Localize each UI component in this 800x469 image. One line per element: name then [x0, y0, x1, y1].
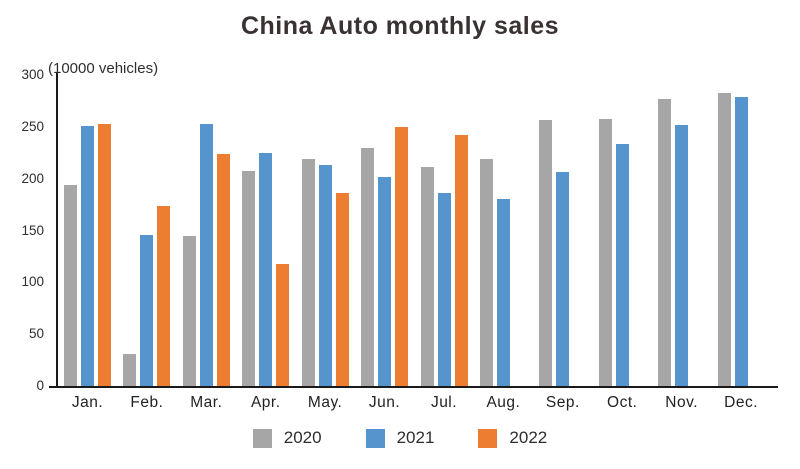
bar-2022-jul [454, 135, 468, 386]
bar-2020-jun [361, 147, 375, 386]
bar-2022-jan [98, 123, 111, 386]
y-axis-unit-label: (10000 vehicles) [48, 60, 159, 77]
bar-2021-dec [734, 96, 748, 386]
y-tick-150: 150 [21, 222, 44, 238]
x-tick-dec: Dec. [724, 394, 759, 411]
legend-label-2022: 2022 [509, 428, 548, 447]
plot-area [49, 73, 778, 388]
bar-2020-jul [420, 167, 434, 386]
bar-2020-apr [242, 171, 256, 386]
y-tick-200: 200 [21, 170, 44, 186]
bar-2022-apr [276, 263, 290, 386]
x-tick-sep: Sep. [545, 394, 580, 411]
y-tick-50: 50 [28, 326, 44, 342]
bar-2022-feb [157, 205, 171, 386]
y-tick-300: 300 [21, 67, 44, 82]
bar-2021-jan [81, 125, 94, 386]
x-tick-may: May. [307, 394, 343, 411]
x-tick-feb: Feb. [130, 394, 164, 411]
legend-item-2021: 2021 [365, 428, 435, 448]
x-tick-jul: Jul. [430, 394, 458, 411]
bar-2021-sep [556, 172, 570, 386]
legend-item-2022: 2022 [478, 428, 547, 448]
bar-2022-jun [395, 126, 409, 386]
bar-2021-nov [675, 124, 689, 386]
legend-label-2021: 2021 [396, 428, 435, 447]
bar-2021-feb [140, 234, 154, 386]
x-tick-mar: Mar. [190, 394, 223, 411]
bar-2021-jul [437, 193, 451, 386]
bar-2020-aug [479, 158, 493, 386]
bar-2020-sep [539, 119, 553, 386]
y-tick-250: 250 [21, 118, 44, 134]
bar-2022-mar [216, 153, 230, 386]
bar-2021-may [318, 165, 332, 386]
y-tick-0: 0 [36, 378, 44, 393]
legend-swatch-2020 [252, 428, 272, 448]
bar-2020-jan [64, 184, 77, 386]
bar-2020-feb [123, 353, 137, 386]
legend: 2020 2021 2022 [0, 428, 800, 448]
y-axis [56, 73, 58, 386]
x-tick-nov: Nov. [665, 394, 699, 411]
x-tick-jun: Jun. [368, 394, 401, 411]
bar-2020-oct [598, 118, 612, 386]
legend-label-2020: 2020 [283, 428, 322, 447]
bar-2021-jun [378, 176, 392, 386]
legend-swatch-2022 [478, 428, 498, 448]
x-tick-oct: Oct. [607, 394, 638, 411]
x-tick-aug: Aug. [486, 394, 521, 411]
x-axis [49, 386, 778, 388]
x-tick-jan: Jan. [71, 394, 104, 411]
chart-title: China Auto monthly sales [240, 12, 560, 40]
bar-2020-mar [182, 235, 196, 386]
bar-2020-nov [658, 98, 672, 386]
bar-2020-dec [717, 92, 731, 386]
y-tick-100: 100 [21, 274, 44, 290]
bar-2020-may [301, 158, 315, 386]
bar-2021-apr [259, 152, 273, 386]
legend-swatch-2021 [365, 428, 385, 448]
legend-item-2020: 2020 [252, 428, 322, 448]
bar-2021-aug [496, 199, 510, 386]
bar-2021-mar [199, 123, 213, 386]
bar-2021-oct [615, 144, 629, 386]
bar-2022-may [335, 193, 349, 386]
x-tick-apr: Apr. [250, 394, 281, 411]
